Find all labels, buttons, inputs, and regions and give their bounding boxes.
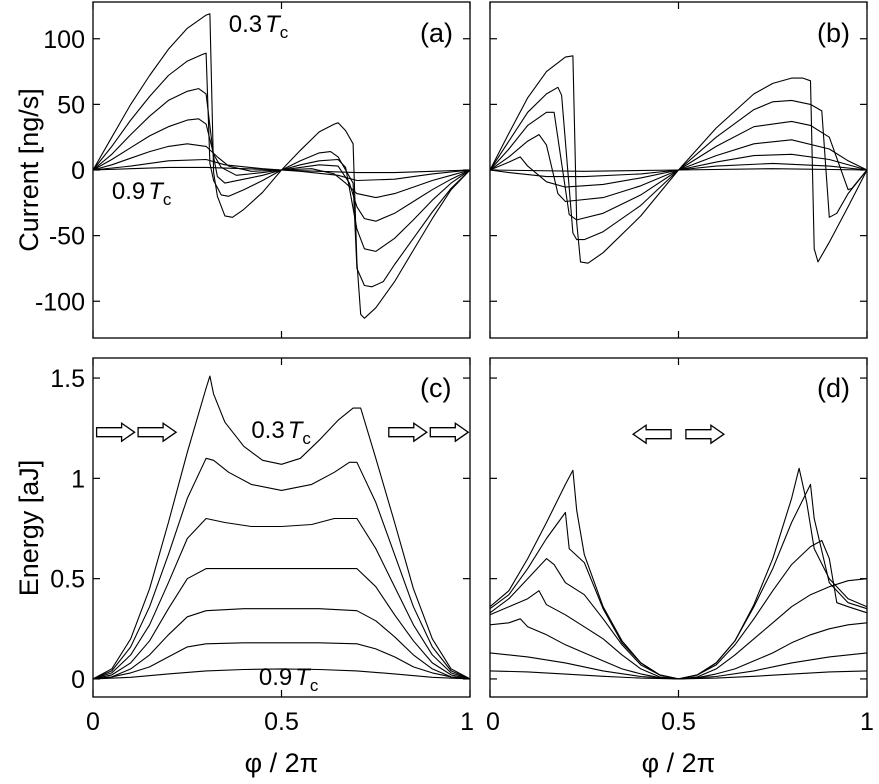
y-tick-label: 0 xyxy=(71,157,85,185)
series-line-a-1 xyxy=(92,13,471,319)
x-tick-label: 0.5 xyxy=(264,708,299,736)
temperature-label: 0.3 Tc xyxy=(229,11,289,42)
series-line-b-6 xyxy=(489,162,868,178)
series-line-d-1 xyxy=(489,467,868,680)
panel-label: (d) xyxy=(817,373,850,403)
panel-label: (b) xyxy=(817,18,850,48)
x-tick-label: 0.5 xyxy=(661,708,696,736)
temperature-symbol: T xyxy=(148,178,165,205)
y-tick-label: -50 xyxy=(49,223,85,251)
arrow-right-icon xyxy=(137,421,178,443)
series-line-b-2 xyxy=(489,86,868,241)
temperature-symbol: T xyxy=(265,11,282,38)
series-line-c-4 xyxy=(92,568,471,680)
panel-d: 0 0.5 1 (d) φ / 2π xyxy=(486,357,874,778)
series-line-b-3 xyxy=(489,111,868,221)
temperature-value: 0.9 xyxy=(259,664,292,691)
temperature-value: 0.3 xyxy=(251,417,284,444)
temperature-subscript: c xyxy=(302,429,311,448)
panel-label: (a) xyxy=(420,18,453,48)
axes-frame-c xyxy=(92,357,471,698)
series-line-b-5 xyxy=(489,153,868,188)
series-line-c-6 xyxy=(92,642,471,680)
series-line-c-3 xyxy=(92,517,471,680)
series-line-a-3 xyxy=(92,88,471,252)
x-tick-label: 0 xyxy=(86,708,100,736)
x-axis-title: φ / 2π xyxy=(245,748,319,778)
series-line-c-2 xyxy=(92,457,471,680)
y-tick-label: 50 xyxy=(57,91,85,119)
series-line-c-1 xyxy=(92,375,471,680)
temperature-subscript: c xyxy=(310,676,319,695)
series-line-a-7 xyxy=(92,166,471,174)
series-line-b-7 xyxy=(489,168,868,172)
y-tick-label: 0.5 xyxy=(50,566,85,594)
y-axis-title: Current [ng/s] xyxy=(14,88,44,252)
y-tick-label: -100 xyxy=(35,288,85,316)
arrow-right-icon xyxy=(388,421,428,443)
series-line-d-2 xyxy=(489,483,868,680)
series-line-d-5 xyxy=(489,618,868,680)
series-line-d-4 xyxy=(489,578,868,680)
temperature-symbol: T xyxy=(288,417,305,444)
x-tick-label: 1 xyxy=(460,708,474,736)
temperature-value: 0.3 xyxy=(229,11,262,38)
y-tick-label: 1.5 xyxy=(50,365,85,393)
temperature-symbol: T xyxy=(295,664,312,691)
arrow-right-icon xyxy=(95,421,136,443)
arrow-right-icon xyxy=(685,423,726,445)
series-line-c-5 xyxy=(92,608,471,680)
series-line-c-7 xyxy=(92,668,471,680)
arrow-right-icon xyxy=(429,421,470,443)
series-line-d-6 xyxy=(489,652,868,680)
y-tick-label: 0 xyxy=(71,666,85,694)
x-axis-title: φ / 2π xyxy=(642,748,716,778)
x-tick-label: 0 xyxy=(486,708,500,736)
temperature-label: 0.3 Tc xyxy=(251,417,311,448)
panel-label: (c) xyxy=(420,373,451,403)
temperature-value: 0.9 xyxy=(112,178,145,205)
series-line-d-7 xyxy=(489,670,868,680)
temperature-label: 0.9 Tc xyxy=(112,178,172,209)
y-tick-label: 100 xyxy=(43,26,85,54)
y-axis-title: Energy [aJ] xyxy=(14,460,44,597)
arrow-left-icon xyxy=(631,423,672,445)
series-line-b-4 xyxy=(489,134,868,203)
series-line-d-3 xyxy=(489,539,868,680)
temperature-subscript: c xyxy=(280,23,289,42)
series-line-b-1 xyxy=(489,55,868,264)
temperature-label: 0.9 Tc xyxy=(259,664,319,695)
temperature-subscript: c xyxy=(163,190,172,209)
panel-b: (b) xyxy=(489,1,868,339)
x-tick-label: 1 xyxy=(860,708,874,736)
y-tick-label: 1 xyxy=(71,465,85,493)
